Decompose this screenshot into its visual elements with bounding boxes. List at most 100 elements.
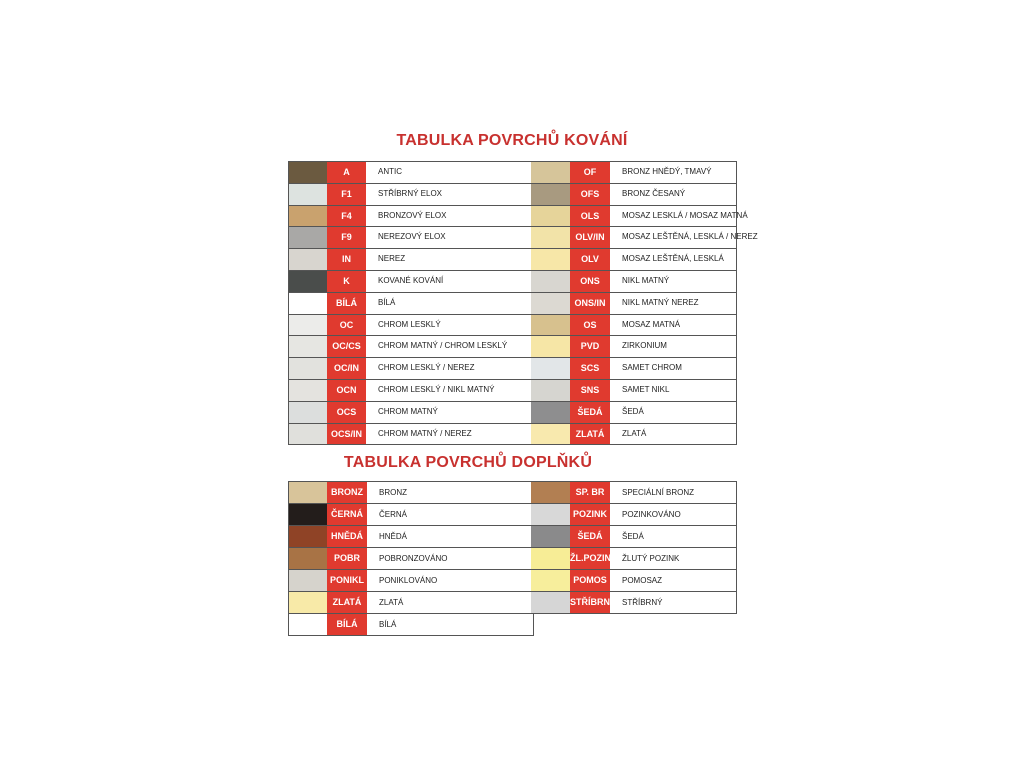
finish-description: BÍLÁ (378, 297, 396, 307)
finish-description: STŘÍBRNÝ ELOX (378, 188, 443, 198)
finish-row: ZLATÁ ZLATÁ (531, 423, 736, 446)
color-swatch (289, 548, 327, 569)
color-swatch (289, 205, 327, 227)
color-swatch (531, 548, 570, 569)
color-swatch (531, 271, 570, 292)
color-swatch (289, 380, 327, 401)
finish-row: ČERNÁ ČERNÁ (289, 504, 533, 526)
finish-description: MOSAZ MATNÁ (622, 319, 681, 329)
finish-description: STŘÍBRNÝ (622, 598, 663, 607)
color-swatch (531, 526, 570, 547)
finish-description: ŠEDÁ (622, 406, 644, 416)
finish-code: A (327, 162, 366, 183)
finish-description: SPECIÁLNÍ BRONZ (622, 488, 695, 497)
finish-row: STŘÍBRNÝ STŘÍBRNÝ (531, 592, 736, 614)
finish-row: POZINK POZINKOVÁNO (531, 504, 736, 526)
color-swatch (531, 380, 570, 401)
finish-description: BRONZ ČESANÝ (622, 188, 686, 198)
finish-row: OLV MOSAZ LEŠTĚNÁ, LESKLÁ (531, 249, 736, 271)
finish-description: CHROM LESKLÝ (378, 319, 441, 329)
color-swatch (531, 314, 570, 336)
finish-code: ZLATÁ (570, 423, 610, 445)
finish-description: BRONZOVÝ ELOX (378, 210, 447, 220)
color-swatch (531, 504, 570, 525)
finish-description: MOSAZ LESKLÁ / MOSAZ MATNÁ (622, 210, 748, 220)
finish-description: ZIRKONIUM (622, 341, 667, 351)
finish-description: POMOSAZ (622, 576, 663, 585)
finish-code: F1 (327, 183, 366, 205)
finish-description: BÍLÁ (379, 620, 397, 629)
section2-title: TABULKA POVRCHŮ DOPLŇKŮ (343, 454, 593, 471)
finish-code: OC (327, 314, 366, 336)
finish-description: BRONZ (379, 488, 407, 497)
finish-row: OLS MOSAZ LESKLÁ / MOSAZ MATNÁ (531, 205, 748, 228)
finish-description: SAMET NIKL (622, 385, 670, 394)
section1-title: TABULKA POVRCHŮ KOVÁNÍ (396, 132, 628, 149)
finish-code: POMOS (570, 570, 610, 591)
color-swatch (531, 358, 570, 379)
finish-row: OCS/IN CHROM MATNÝ / NEREZ (289, 423, 531, 446)
color-swatch (531, 227, 570, 249)
finish-code: POZINK (570, 504, 610, 525)
finish-code: PONIKL (327, 570, 367, 591)
finish-code: OLV (570, 249, 610, 270)
color-swatch (531, 162, 570, 183)
finish-description: CHROM MATNÝ (378, 406, 438, 416)
finish-description: NIKL MATNÝ (622, 276, 670, 285)
finish-code: IN (327, 249, 366, 270)
finish-code: PVD (570, 336, 610, 358)
finish-table-right: OF BRONZ HNĚDÝ, TMAVÝ OFS BRONZ ČESANÝ OLS MO… (531, 161, 758, 446)
finish-code: SCS (570, 358, 610, 379)
finish-row: POBR POBRONZOVÁNO (289, 548, 533, 570)
finish-row: ONS/IN NIKL MATNÝ NEREZ (531, 292, 736, 315)
color-swatch (289, 401, 327, 423)
finish-row: OLV/IN MOSAZ LEŠTĚNÁ, LESKLÁ / NEREZ (531, 227, 758, 250)
finish-code: SP. BR (570, 482, 610, 503)
finish-row: BÍLÁ BÍLÁ (289, 614, 533, 636)
finish-code: F9 (327, 227, 366, 249)
finish-description: ŠEDÁ (622, 532, 644, 541)
finish-row: F9 NEREZOVÝ ELOX (289, 227, 531, 250)
color-swatch (289, 592, 327, 613)
color-swatch (289, 570, 327, 591)
finish-description: ZLATÁ (622, 428, 647, 438)
finish-description: CHROM LESKLÝ / NIKL MATNÝ (378, 385, 495, 394)
color-swatch (531, 482, 570, 503)
finish-code: ŽL.POZINK (570, 548, 610, 569)
finish-code: ŠEDÁ (570, 526, 610, 547)
finish-row: OCS CHROM MATNÝ (289, 401, 531, 424)
finish-code: STŘÍBRNÝ (570, 592, 610, 613)
color-swatch (289, 358, 327, 379)
finish-code: HNĚDÁ (327, 526, 367, 547)
finish-description: PONIKLOVÁNO (379, 576, 438, 585)
finish-code: OS (570, 314, 610, 336)
finish-row: OFS BRONZ ČESANÝ (531, 183, 736, 206)
finish-row: OF BRONZ HNĚDÝ, TMAVÝ (531, 162, 736, 184)
color-swatch (531, 592, 570, 613)
finish-description: ŽLUTÝ POZINK (622, 554, 680, 563)
finish-description: NEREZOVÝ ELOX (378, 232, 446, 242)
finish-code: OFS (570, 183, 610, 205)
color-swatch (289, 249, 327, 270)
finish-description: MOSAZ LEŠTĚNÁ, LESKLÁ (622, 254, 724, 264)
color-swatch (531, 183, 570, 205)
finish-row: PVD ZIRKONIUM (531, 336, 736, 359)
finish-code: ONS (570, 271, 610, 292)
finish-row: HNĚDÁ HNĚDÁ (289, 526, 533, 548)
finish-code: ŠEDÁ (570, 401, 610, 423)
finish-table-left: A ANTIC F1 STŘÍBRNÝ ELOX F4 BRONZOVÝ ELOX F9 NE… (288, 161, 532, 446)
finish-row: POMOS POMOSAZ (531, 570, 736, 592)
finish-row: F4 BRONZOVÝ ELOX (289, 205, 531, 228)
finish-row: SP. BR SPECIÁLNÍ BRONZ (531, 482, 736, 504)
color-swatch (289, 183, 327, 205)
finish-row: ŽL.POZINK ŽLUTÝ POZINK (531, 548, 736, 570)
finish-description: MOSAZ LEŠTĚNÁ, LESKLÁ / NEREZ (622, 232, 758, 242)
finish-code: BÍLÁ (327, 614, 367, 635)
color-swatch (289, 162, 327, 183)
finish-row: OC/CS CHROM MATNÝ / CHROM LESKLÝ (289, 336, 531, 359)
finish-description: CHROM LESKLÝ / NEREZ (378, 363, 475, 373)
finish-row: SNS SAMET NIKL (531, 380, 736, 402)
color-swatch (289, 482, 327, 503)
finish-code: OC/CS (327, 336, 366, 358)
finish-code: OCS (327, 401, 366, 423)
